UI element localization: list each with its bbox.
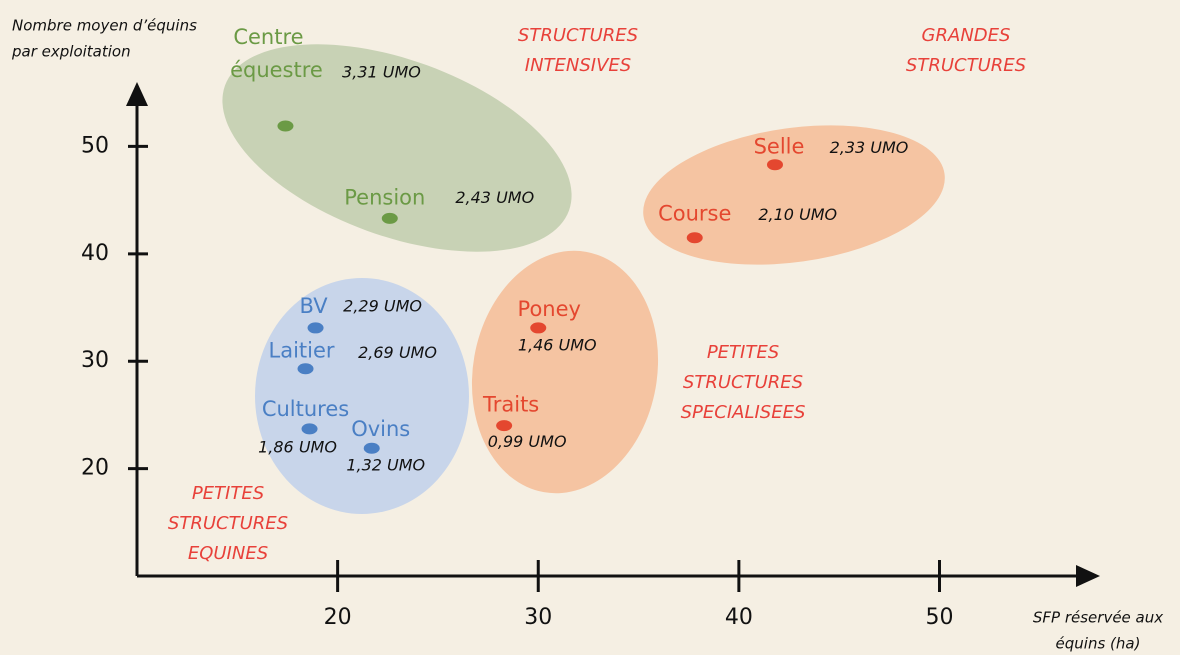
x-arrow [1076,565,1100,587]
umo-label: 2,43 UMO [455,188,534,207]
point-label: Traits [482,393,539,417]
cluster [222,44,572,252]
point-label: Centre [233,25,303,49]
point-label: équestre [230,58,323,82]
point [277,120,294,132]
point-label: Selle [754,135,805,159]
annotation: STRUCTURES [906,55,1026,76]
annotation: SPECIALISEES [681,402,806,423]
x-tick-label: 30 [524,605,552,630]
point-label: Pension [344,185,425,209]
point [530,322,547,334]
x-tick-label: 50 [926,605,954,630]
y-tick-label: 20 [81,456,109,481]
point-label: Cultures [262,397,349,421]
x-axis-label: équins (ha) [1056,635,1141,653]
annotation: INTENSIVES [525,55,631,76]
umo-label: 2,29 UMO [343,296,422,315]
annotation: PETITES [192,483,264,504]
point [297,363,314,375]
point-label: Poney [518,297,581,321]
cluster [255,278,469,514]
cluster [643,125,945,265]
point [496,420,513,432]
annotation: STRUCTURES [683,372,803,393]
point [381,212,398,224]
annotation: STRUCTURES [518,25,638,46]
y-tick-label: 40 [81,241,109,266]
umo-label: 0,99 UMO [488,432,567,451]
y-tick-label: 30 [81,348,109,373]
umo-label: 2,69 UMO [358,343,437,362]
umo-label: 3,31 UMO [342,63,421,82]
umo-label: 1,46 UMO [518,335,597,354]
x-tick-label: 40 [725,605,753,630]
cluster [471,250,659,494]
y-tick-label: 50 [81,133,109,158]
y-axis-label: Nombre moyen d’équins [12,17,197,35]
annotation: PETITES [707,342,779,363]
annotation: EQUINES [188,543,268,564]
umo-label: 1,86 UMO [258,437,337,456]
point-label: Ovins [351,417,410,441]
annotation: STRUCTURES [168,513,288,534]
point-label: Laitier [269,339,335,363]
annotation: GRANDES [922,25,1011,46]
x-tick-label: 20 [324,605,352,630]
umo-label: 1,32 UMO [346,456,425,475]
x-axis-label: SFP réservée aux [1033,609,1163,627]
point [307,322,324,334]
point [766,159,783,171]
point-label: Course [658,202,731,226]
umo-label: 2,10 UMO [758,205,837,224]
point [363,442,380,454]
y-axis-label: par exploitation [11,43,131,61]
y-arrow [126,82,148,106]
point [686,232,703,244]
umo-label: 2,33 UMO [830,138,909,157]
point [301,423,318,435]
point-label: BV [299,294,328,318]
